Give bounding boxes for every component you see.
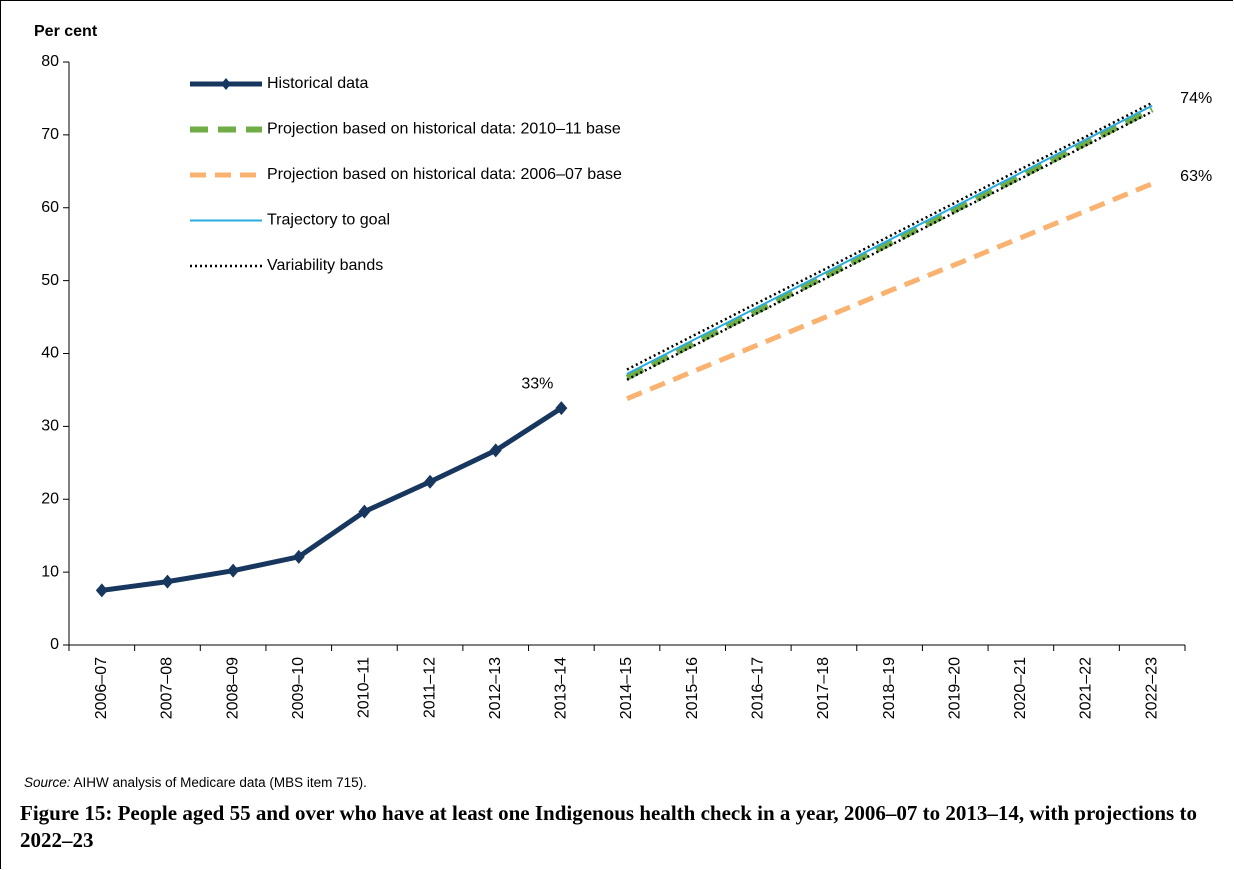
marker — [424, 474, 437, 489]
source-prefix: Source: — [24, 775, 71, 790]
x-tick-label: 2021–22 — [1078, 657, 1095, 719]
y-tick-label: 0 — [50, 636, 59, 653]
legend-label: Trajectory to goal — [267, 212, 390, 229]
x-tick-label: 2016–17 — [750, 657, 767, 719]
series-line-lower — [626, 110, 1153, 381]
data-label: 63% — [1180, 168, 1212, 185]
y-tick-label: 60 — [41, 199, 59, 216]
marker — [227, 563, 240, 578]
x-tick-label: 2017–18 — [815, 657, 832, 719]
y-tick-label: 80 — [41, 53, 59, 70]
y-tick-label: 30 — [41, 418, 59, 435]
chart: Per cent 0 10 20 30 40 50 60 70 80 2006–07 2007–08… — [34, 23, 1212, 719]
legend-label: Projection based on historical data: 200… — [267, 166, 622, 183]
x-tick-label: 2022–23 — [1143, 657, 1160, 719]
series-line — [626, 101, 1153, 371]
y-tick-label: 10 — [41, 563, 59, 580]
y-tick-label: 40 — [41, 345, 59, 362]
x-tick-label: 2007–08 — [159, 657, 176, 719]
x-tick-label: 2020–21 — [1012, 657, 1029, 719]
source: Source: AIHW analysis of Medicare data (… — [24, 775, 367, 790]
series-line — [626, 181, 1154, 401]
x-tick-label: 2011–12 — [421, 657, 438, 718]
x-tick-label: 2006–07 — [93, 657, 110, 719]
legend-label: Historical data — [267, 75, 368, 92]
legend-label: Variability bands — [267, 257, 383, 274]
x-tick-label: 2019–20 — [946, 657, 963, 719]
series-line — [626, 104, 1153, 375]
x-tick-label: 2012–13 — [487, 657, 504, 719]
legend-label: Projection based on historical data: 201… — [267, 121, 621, 138]
x-tick-label: 2013–14 — [553, 657, 570, 719]
x-tick-label: 2018–19 — [881, 657, 898, 719]
y-tick-label: 20 — [41, 490, 59, 507]
x-tick-label: 2009–10 — [290, 657, 307, 719]
data-label: 74% — [1180, 90, 1212, 107]
marker — [95, 583, 108, 598]
y-tick-label: 70 — [41, 126, 59, 143]
marker — [489, 443, 502, 458]
x-tick-label: 2015–16 — [684, 657, 701, 719]
marker — [292, 549, 305, 564]
marker — [358, 504, 371, 519]
x-tick-label: 2014–15 — [618, 657, 635, 719]
y-tick-label: 50 — [41, 272, 59, 289]
series-line — [625, 106, 1154, 381]
marker — [555, 401, 568, 416]
data-label: 33% — [521, 375, 553, 392]
x-tick-label: 2010–11 — [356, 657, 373, 718]
caption: Figure 15: People aged 55 and over who h… — [20, 801, 1197, 852]
y-axis-label: Per cent — [34, 23, 98, 40]
series-line — [101, 406, 563, 593]
source-text: AIHW analysis of Medicare data (MBS item… — [73, 775, 367, 790]
x-tick-label: 2008–09 — [224, 657, 241, 719]
marker — [161, 574, 174, 589]
legend-marker — [221, 78, 231, 90]
